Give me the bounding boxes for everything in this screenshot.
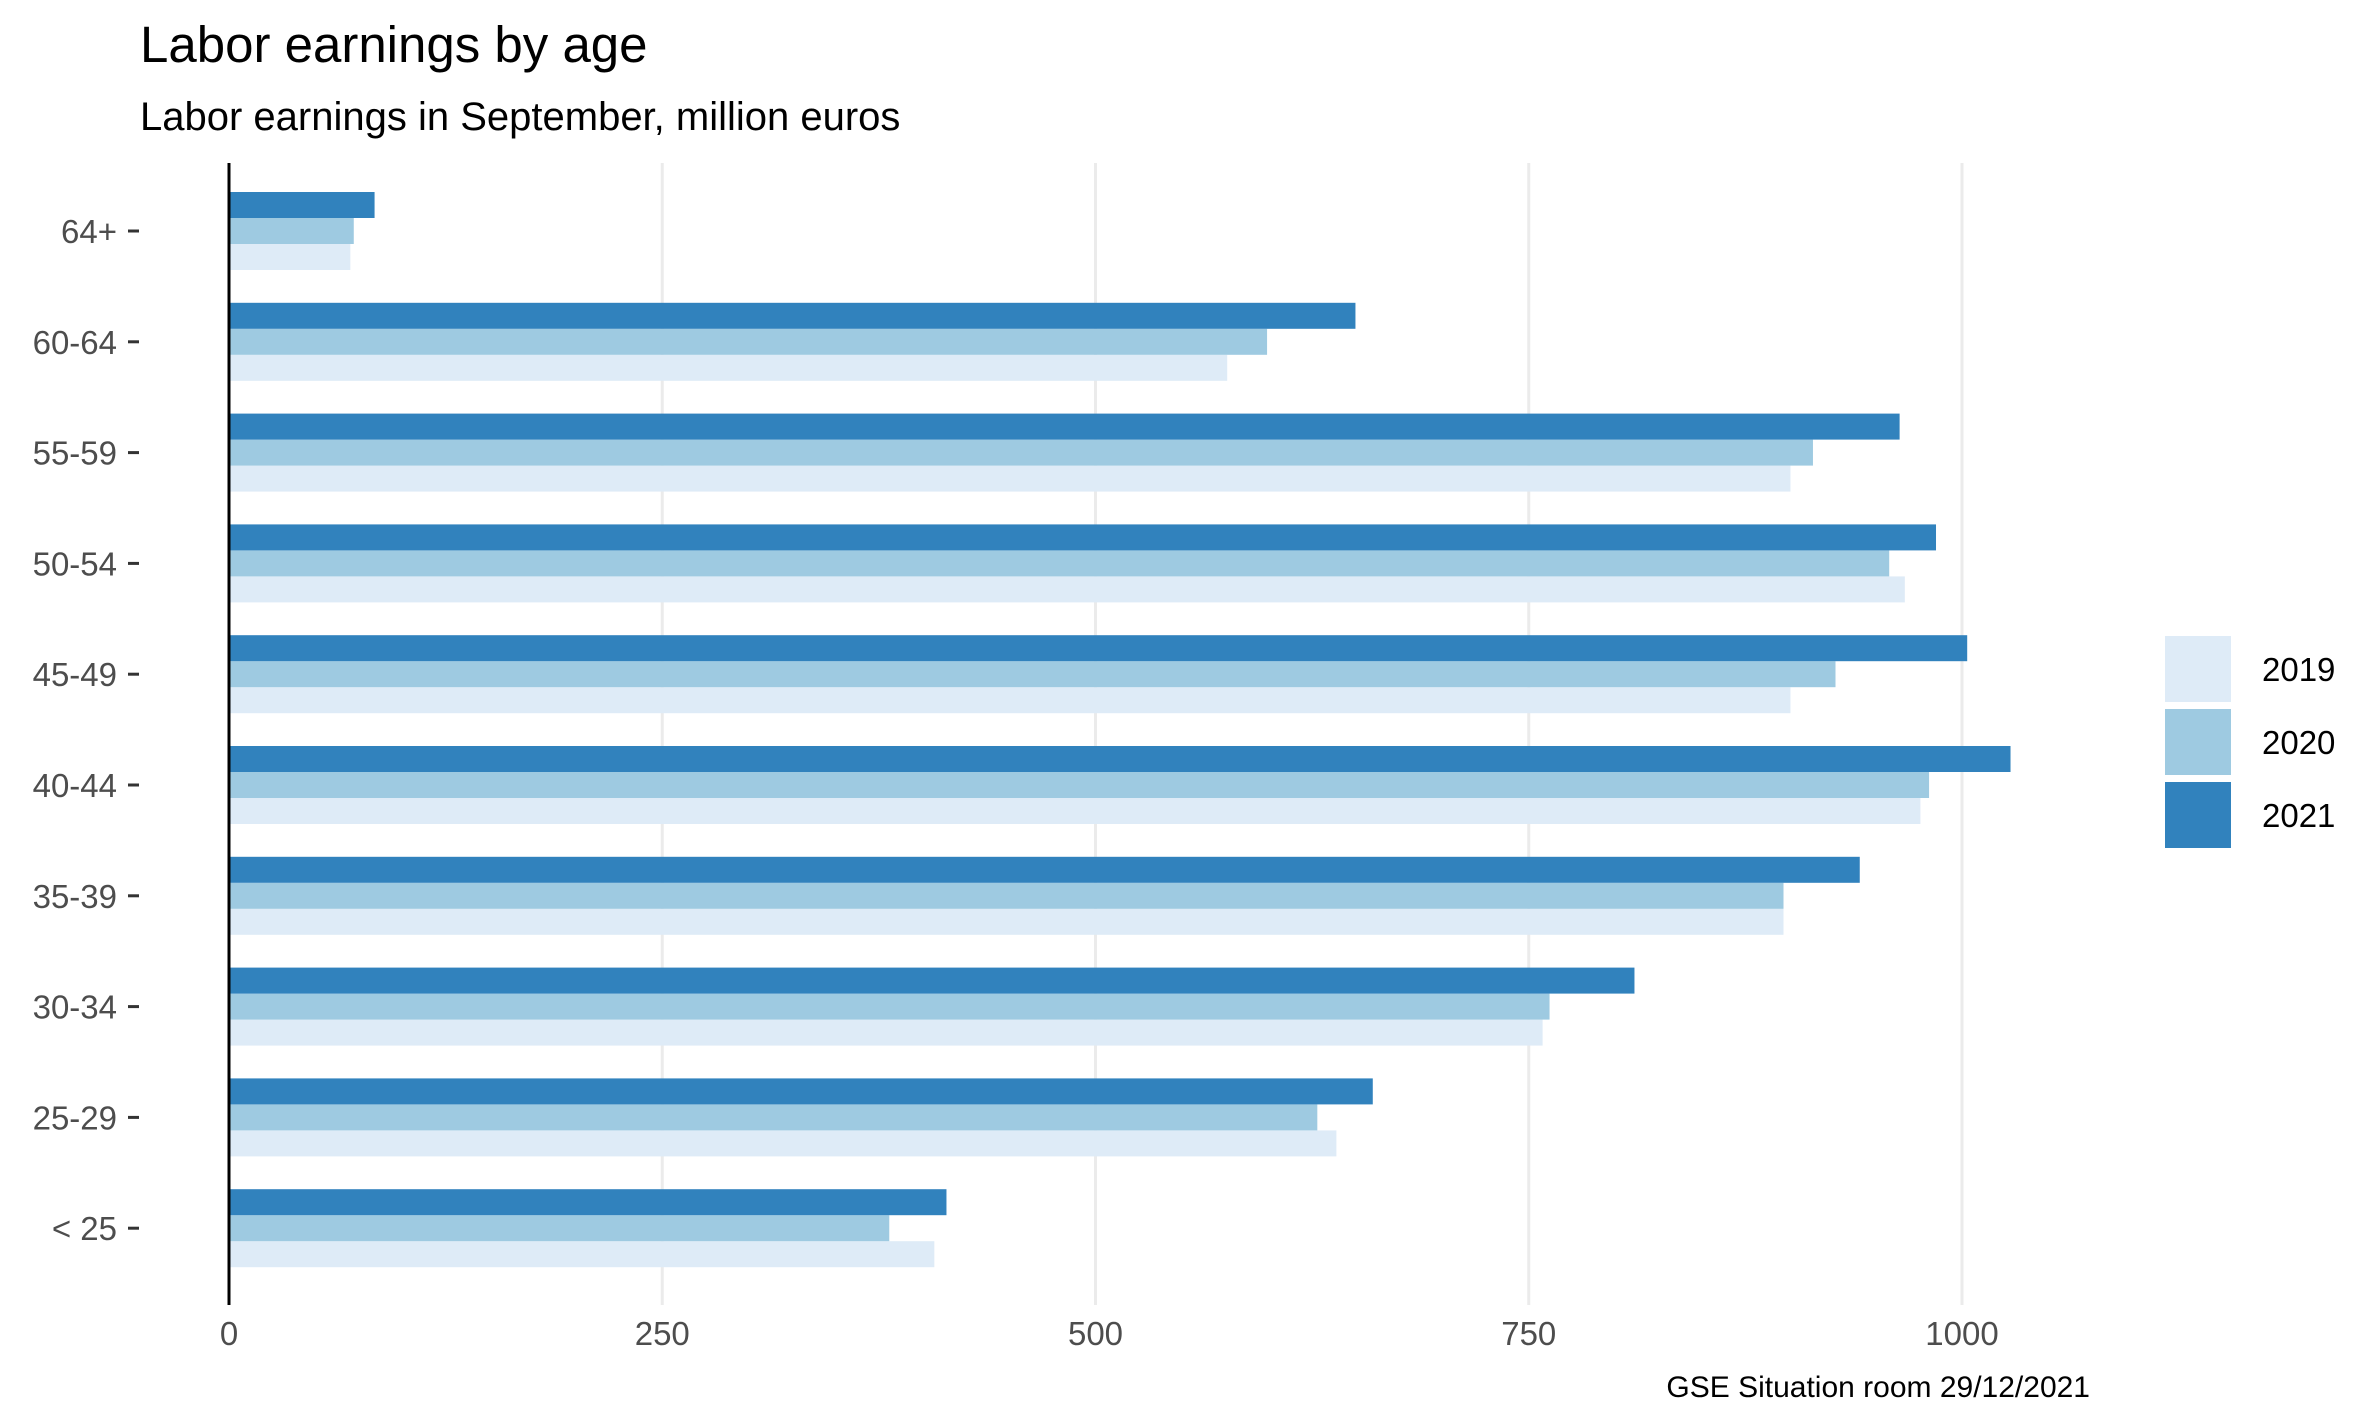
- legend-key-2: [2165, 782, 2231, 848]
- bar-3-2: [229, 524, 1937, 551]
- bar-3-1: [229, 550, 1890, 577]
- y-axis-ticks: 64+ 60-64 55-59 50-54 45-49 40-44 35-39 30-34 25…: [33, 213, 139, 1247]
- legend-key-0: [2165, 636, 2231, 702]
- bar-1-0: [229, 354, 1228, 381]
- y-tick-label-7: 30-34: [33, 989, 117, 1026]
- bar-6-1: [229, 882, 1784, 909]
- x-axis-ticks: 0 250 500 750 1000: [220, 1315, 1999, 1352]
- bar-9-1: [229, 1215, 890, 1242]
- y-tick-label-9: < 25: [52, 1210, 117, 1247]
- bar-7-0: [229, 1019, 1543, 1046]
- bar-2-1: [229, 439, 1813, 466]
- bar-4-1: [229, 661, 1836, 688]
- bar-3-0: [229, 576, 1905, 603]
- bar-5-0: [229, 798, 1921, 824]
- bar-0-2: [229, 192, 375, 218]
- bar-7-2: [229, 967, 1635, 994]
- y-tick-label-5: 40-44: [33, 767, 117, 804]
- y-tick-label-8: 25-29: [33, 1099, 117, 1136]
- bar-0-1: [229, 218, 354, 244]
- bar-2-2: [229, 413, 1900, 440]
- bar-8-2: [229, 1078, 1373, 1105]
- x-tick-label-4: 1000: [1925, 1315, 1998, 1352]
- legend-key-1: [2165, 709, 2231, 775]
- bar-9-2: [229, 1189, 947, 1216]
- bar-9-0: [229, 1241, 935, 1268]
- bar-8-1: [229, 1104, 1318, 1131]
- bar-4-2: [229, 635, 1968, 662]
- x-tick-label-1: 250: [635, 1315, 690, 1352]
- y-tick-label-4: 45-49: [33, 656, 117, 693]
- bar-1-2: [229, 302, 1356, 329]
- bars: [229, 192, 2011, 1268]
- x-tick-label-0: 0: [220, 1315, 238, 1352]
- bar-2-0: [229, 465, 1791, 492]
- bar-7-1: [229, 993, 1550, 1020]
- y-tick-label-6: 35-39: [33, 878, 117, 915]
- chart-caption: GSE Situation room 29/12/2021: [1666, 1371, 2090, 1404]
- bar-1-1: [229, 328, 1268, 355]
- x-tick-label-2: 500: [1068, 1315, 1123, 1352]
- bar-6-0: [229, 908, 1784, 935]
- legend-label-0: 2019: [2262, 651, 2335, 688]
- legend-label-2: 2021: [2262, 797, 2335, 834]
- legend: 2019 2020 2021: [2165, 636, 2335, 848]
- bar-8-0: [229, 1130, 1337, 1157]
- chart-title: Labor earnings by age: [140, 16, 648, 73]
- y-tick-label-0: 64+: [61, 213, 117, 250]
- bar-6-2: [229, 856, 1860, 883]
- bar-5-2: [229, 746, 2011, 772]
- legend-label-1: 2020: [2262, 724, 2335, 761]
- bar-0-0: [229, 244, 351, 270]
- x-tick-label-3: 750: [1501, 1315, 1556, 1352]
- bar-4-0: [229, 687, 1791, 714]
- y-tick-label-1: 60-64: [33, 324, 117, 361]
- bar-5-1: [229, 772, 1930, 798]
- y-tick-label-3: 50-54: [33, 545, 117, 582]
- chart-subtitle: Labor earnings in September, million eur…: [140, 95, 900, 139]
- y-tick-label-2: 55-59: [33, 435, 117, 472]
